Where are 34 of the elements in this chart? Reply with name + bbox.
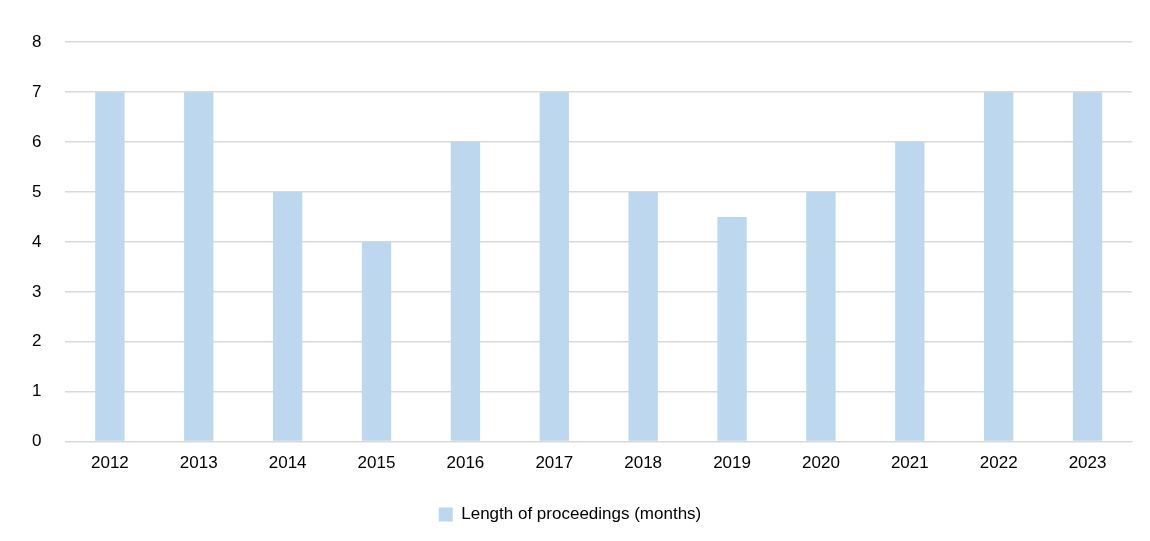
y-tick-label: 6 [31, 131, 42, 151]
bar [184, 92, 214, 441]
y-tick-label: 1 [31, 381, 42, 401]
bar [95, 92, 125, 441]
bar [717, 216, 747, 441]
y-tick-label: 4 [31, 231, 42, 251]
x-tick-label: 2017 [535, 453, 574, 473]
legend-label: Length of proceedings (months) [461, 504, 702, 524]
bar [539, 92, 569, 441]
y-tick-label: 3 [31, 281, 42, 301]
y-tick-label: 5 [31, 181, 42, 201]
x-tick-label: 2013 [179, 453, 218, 473]
x-tick-label: 2019 [713, 453, 751, 473]
y-tick-label: 2 [31, 331, 42, 351]
bar [895, 142, 925, 441]
x-tick-label: 2020 [802, 453, 840, 473]
bar [272, 191, 303, 441]
bar [361, 241, 392, 441]
bar [806, 191, 836, 441]
x-tick-label: 2014 [268, 453, 307, 473]
bar [628, 191, 658, 441]
x-tick-label: 2023 [1068, 453, 1107, 473]
y-tick-label: 7 [31, 81, 42, 101]
x-tick-label: 2021 [890, 453, 929, 473]
y-tick-label: 8 [31, 31, 42, 51]
bar [450, 142, 481, 441]
bar [984, 92, 1014, 441]
x-tick-label: 2016 [446, 453, 485, 473]
x-tick-label: 2015 [357, 453, 396, 473]
x-tick-label: 2022 [979, 453, 1018, 473]
y-tick-label: 0 [31, 431, 42, 451]
x-tick-label: 2012 [90, 453, 129, 473]
x-tick-label: 2018 [624, 453, 663, 473]
bar [1072, 92, 1103, 441]
